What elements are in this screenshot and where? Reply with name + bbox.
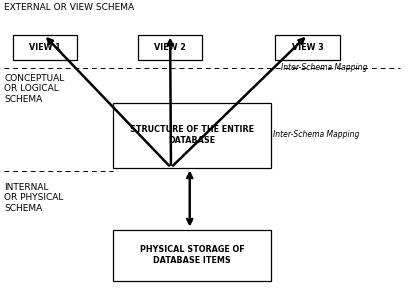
Text: Inter-Schema Mapping: Inter-Schema Mapping <box>273 130 359 139</box>
Text: VIEW 1: VIEW 1 <box>29 43 61 52</box>
FancyBboxPatch shape <box>13 35 77 60</box>
FancyBboxPatch shape <box>275 35 340 60</box>
Text: INTERNAL
OR PHYSICAL
SCHEMA: INTERNAL OR PHYSICAL SCHEMA <box>4 183 63 213</box>
Text: VIEW 2: VIEW 2 <box>154 43 186 52</box>
FancyBboxPatch shape <box>138 35 202 60</box>
Text: EXTERNAL OR VIEW SCHEMA: EXTERNAL OR VIEW SCHEMA <box>4 3 134 12</box>
FancyBboxPatch shape <box>113 103 271 168</box>
FancyBboxPatch shape <box>113 230 271 281</box>
Text: STRUCTURE OF THE ENTIRE
DATABASE: STRUCTURE OF THE ENTIRE DATABASE <box>130 125 254 145</box>
Text: VIEW 3: VIEW 3 <box>291 43 324 52</box>
Text: CONCEPTUAL
OR LOGICAL
SCHEMA: CONCEPTUAL OR LOGICAL SCHEMA <box>4 74 64 104</box>
Text: PHYSICAL STORAGE OF
DATABASE ITEMS: PHYSICAL STORAGE OF DATABASE ITEMS <box>140 246 244 265</box>
Text: Inter-Schema Mapping: Inter-Schema Mapping <box>281 63 368 72</box>
